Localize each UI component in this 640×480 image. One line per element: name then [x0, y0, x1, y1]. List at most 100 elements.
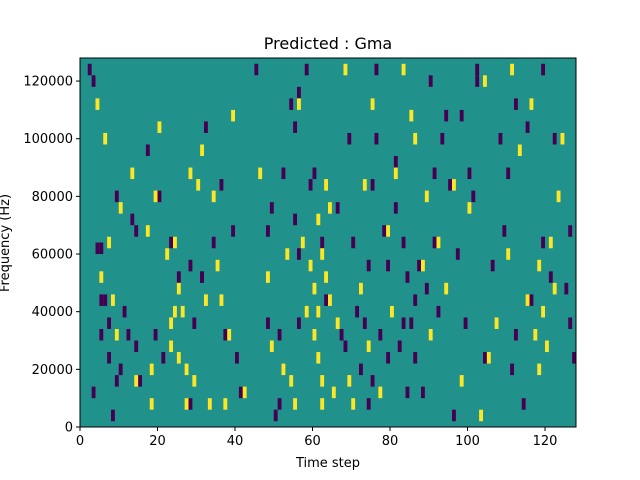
heatmap-cell-low [498, 132, 503, 145]
heatmap-cell-low [362, 317, 367, 329]
heatmap-cell-high [153, 190, 158, 203]
heatmap-cell-high [537, 363, 542, 376]
heatmap-cell-high [231, 109, 236, 122]
y-tick-label: 0 [65, 421, 73, 436]
heatmap-cell-low [87, 63, 92, 76]
heatmap-cell-high [114, 328, 119, 341]
heatmap-cell-high [227, 328, 232, 341]
heatmap-cell-high [188, 167, 193, 180]
heatmap-cell-low [541, 236, 546, 249]
heatmap-cell-high [347, 375, 352, 387]
heatmap-cell-high [285, 248, 290, 260]
heatmap-cell-low [502, 225, 507, 237]
heatmap-cell-high [196, 179, 201, 191]
heatmap-cell-low [471, 190, 476, 203]
heatmap-cell-low [382, 225, 387, 237]
heatmap-cell-high [409, 109, 414, 122]
heatmap-cell-high [548, 236, 553, 249]
heatmap-cell-high [506, 248, 511, 260]
heatmap-cell-high [111, 294, 115, 306]
heatmap-cell-low [490, 259, 495, 272]
heatmap-cell-low [432, 236, 437, 249]
heatmap-cell-high [184, 363, 189, 376]
heatmap-cell-low [266, 317, 270, 329]
heatmap-cell-low [114, 190, 119, 203]
x-tick-label: 40 [227, 434, 244, 449]
heatmap-cell-high [529, 98, 534, 110]
heatmap-cell-low [448, 179, 453, 191]
heatmap-cell-high [308, 259, 313, 272]
heatmap-cell-high [99, 271, 104, 283]
y-tick-label: 60000 [32, 248, 73, 263]
heatmap-cell-low [366, 259, 371, 272]
heatmap-cell-low [161, 352, 166, 364]
heatmap-cell-high [324, 271, 329, 283]
heatmap-cell-high [444, 282, 449, 295]
heatmap-cell-high [452, 179, 456, 191]
heatmap-cell-low [231, 225, 236, 237]
heatmap-cell-low [335, 202, 340, 214]
heatmap-cell-high [204, 294, 208, 306]
heatmap-cell-high [134, 375, 139, 387]
heatmap-cell-low [475, 63, 480, 76]
heatmap-cell-high [269, 340, 274, 353]
heatmap-cell-high [320, 375, 325, 387]
heatmap-cell-low [359, 363, 363, 376]
heatmap-cell-low [107, 317, 112, 329]
heatmap-cell-high [130, 167, 135, 180]
x-tick-label: 100 [455, 434, 480, 449]
heatmap-cell-low [95, 242, 100, 255]
heatmap-cell-low [238, 386, 243, 399]
heatmap-cell-high [304, 305, 309, 318]
heatmap-cell-high [258, 167, 263, 180]
heatmap-cell-high [390, 305, 394, 318]
heatmap-cell-low [103, 294, 108, 306]
heatmap-cell-high [545, 340, 549, 353]
heatmap-cell-low [413, 294, 418, 306]
heatmap-cell-low [188, 259, 193, 272]
heatmap-cell-low [277, 328, 282, 341]
heatmap-cell-low [188, 398, 193, 410]
y-axis-label: Frequency (Hz) [0, 194, 13, 292]
heatmap-cell-high [366, 340, 371, 353]
heatmap-cell-low [169, 236, 174, 249]
heatmap-cell-low [308, 179, 313, 191]
y-tick-label: 40000 [32, 305, 73, 320]
heatmap-cell-low [320, 236, 325, 249]
heatmap-cell-low [424, 282, 429, 295]
heatmap-cell-low [413, 352, 418, 364]
heatmap-cell-high [378, 386, 383, 399]
heatmap-cell-low [355, 305, 360, 318]
heatmap-cell-high [300, 236, 305, 249]
heatmap-cell-high [393, 167, 398, 180]
heatmap-cell-low [417, 259, 422, 272]
heatmap-cell-high [266, 271, 270, 283]
heatmap-cell-low [552, 132, 557, 145]
heatmap-cell-low [370, 375, 375, 387]
x-tick-label: 80 [382, 434, 399, 449]
heatmap-cell-high [541, 305, 546, 318]
heatmap-cell-high [494, 317, 499, 329]
heatmap-cell-low [370, 179, 375, 191]
heatmap-cell-high [145, 225, 150, 237]
heatmap-cell-low [397, 340, 402, 353]
x-axis: 0 20 40 60 80 100 120 [76, 427, 558, 449]
heatmap-cell-low [452, 409, 456, 422]
x-tick-label: 20 [149, 434, 166, 449]
heatmap-cell-low [378, 328, 383, 341]
heatmap-cell-low [347, 132, 352, 145]
heatmap-cell-high [173, 305, 177, 318]
heatmap-cell-low [297, 248, 301, 260]
heatmap-cell-low [99, 328, 104, 341]
heatmap-cell-high [95, 98, 100, 110]
heatmap-background [80, 58, 576, 427]
heatmap-cell-high [184, 398, 189, 410]
x-tick-label: 120 [533, 434, 558, 449]
heatmap-cell-low [541, 63, 546, 76]
heatmap-cell-low [176, 271, 181, 283]
heatmap-cell-high [118, 202, 123, 214]
heatmap-cell-high [537, 259, 542, 272]
heatmap-cell-low [455, 248, 460, 260]
heatmap-cell-low [343, 340, 348, 353]
